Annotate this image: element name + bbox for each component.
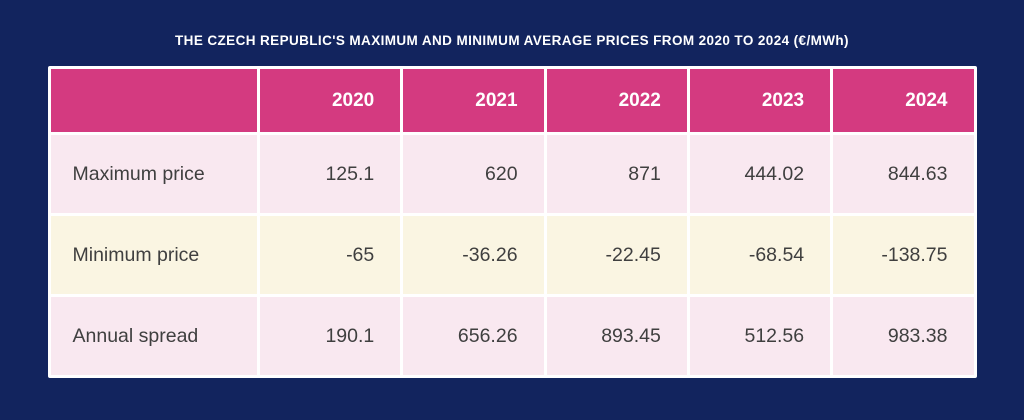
header-corner-cell bbox=[50, 69, 257, 132]
row-label-minimum-price: Minimum price bbox=[50, 216, 257, 294]
prices-table: 2020 2021 2022 2023 2024 Maximum price 1… bbox=[47, 66, 977, 378]
cell-max-2022: 871 bbox=[546, 135, 687, 213]
cell-max-2023: 444.02 bbox=[689, 135, 831, 213]
header-year-2024: 2024 bbox=[833, 69, 974, 132]
row-label-annual-spread: Annual spread bbox=[50, 297, 257, 375]
table-row-minimum-price: Minimum price -65 -36.26 -22.45 -68.54 -… bbox=[50, 216, 974, 294]
page-title: THE CZECH REPUBLIC'S MAXIMUM AND MINIMUM… bbox=[175, 33, 849, 48]
table-row-annual-spread: Annual spread 190.1 656.26 893.45 512.56… bbox=[50, 297, 974, 375]
cell-min-2020: -65 bbox=[259, 216, 401, 294]
cell-spread-2024: 983.38 bbox=[833, 297, 974, 375]
header-year-2023: 2023 bbox=[689, 69, 831, 132]
cell-min-2021: -36.26 bbox=[403, 216, 544, 294]
row-label-maximum-price: Maximum price bbox=[50, 135, 257, 213]
table-row-maximum-price: Maximum price 125.1 620 871 444.02 844.6… bbox=[50, 135, 974, 213]
prices-table-container: 2020 2021 2022 2023 2024 Maximum price 1… bbox=[47, 66, 977, 378]
header-year-2020: 2020 bbox=[259, 69, 401, 132]
cell-max-2020: 125.1 bbox=[259, 135, 401, 213]
cell-spread-2021: 656.26 bbox=[403, 297, 544, 375]
header-row: 2020 2021 2022 2023 2024 bbox=[50, 69, 974, 132]
cell-min-2022: -22.45 bbox=[546, 216, 687, 294]
cell-spread-2023: 512.56 bbox=[689, 297, 831, 375]
cell-min-2024: -138.75 bbox=[833, 216, 974, 294]
cell-min-2023: -68.54 bbox=[689, 216, 831, 294]
cell-spread-2022: 893.45 bbox=[546, 297, 687, 375]
cell-max-2021: 620 bbox=[403, 135, 544, 213]
header-year-2022: 2022 bbox=[546, 69, 687, 132]
header-year-2021: 2021 bbox=[403, 69, 544, 132]
cell-max-2024: 844.63 bbox=[833, 135, 974, 213]
cell-spread-2020: 190.1 bbox=[259, 297, 401, 375]
